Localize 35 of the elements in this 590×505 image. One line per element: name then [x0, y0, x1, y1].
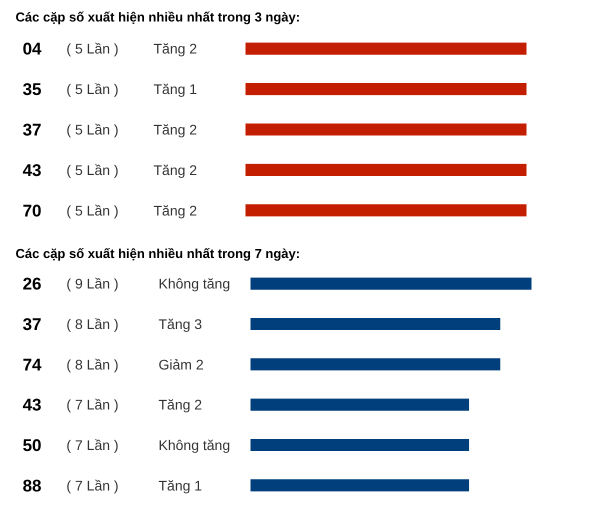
data-label: ( 5 Lần ) — [66, 202, 119, 218]
chart-title: Các cặp số xuất hiện nhiều nhất trong 3 ngày: — [16, 10, 300, 24]
data-label: ( 7 Lần ) — [66, 396, 119, 413]
text: Tăng 1 — [154, 81, 198, 98]
text: Tăng 2 — [154, 122, 198, 138]
data-label: ( 9 Lần ) — [66, 276, 119, 292]
data-label: ( 5 Lần ) — [66, 40, 119, 57]
text: Tăng 2 — [154, 40, 198, 57]
data-label: ( 8 Lần ) — [66, 356, 119, 372]
y-tick-label: 88 — [22, 476, 42, 496]
data-label: ( 8 Lần ) — [66, 316, 119, 332]
y-tick-label: 74 — [22, 355, 42, 374]
y-tick-label: 35 — [22, 80, 42, 100]
data-label: ( 7 Lần ) — [66, 437, 119, 453]
text: Không tăng — [158, 437, 230, 453]
y-tick-label: 43 — [22, 396, 42, 415]
text: Không tăng — [158, 276, 230, 292]
y-tick-label: 43 — [22, 160, 42, 180]
y-tick-label: 50 — [22, 436, 42, 455]
text: Tăng 3 — [158, 316, 202, 332]
text: Tăng 2 — [154, 202, 198, 218]
y-tick-label: 26 — [22, 274, 42, 294]
y-tick-label: 37 — [22, 315, 42, 334]
data-label: ( 7 Lần ) — [66, 477, 119, 494]
y-tick-label: 37 — [22, 120, 42, 140]
data-label: ( 5 Lần ) — [66, 162, 119, 178]
data-label: ( 5 Lần ) — [66, 122, 119, 138]
text: Tăng 2 — [158, 396, 202, 413]
text: Tăng 2 — [154, 162, 198, 178]
chart-title: Các cặp số xuất hiện nhiều nhất trong 7 ngày: — [16, 246, 300, 261]
data-label: ( 5 Lần ) — [66, 81, 119, 98]
y-tick-label: 04 — [22, 40, 42, 59]
y-tick-label: 70 — [22, 201, 42, 220]
text: Giảm 2 — [158, 356, 204, 372]
text: Tăng 1 — [158, 477, 202, 494]
